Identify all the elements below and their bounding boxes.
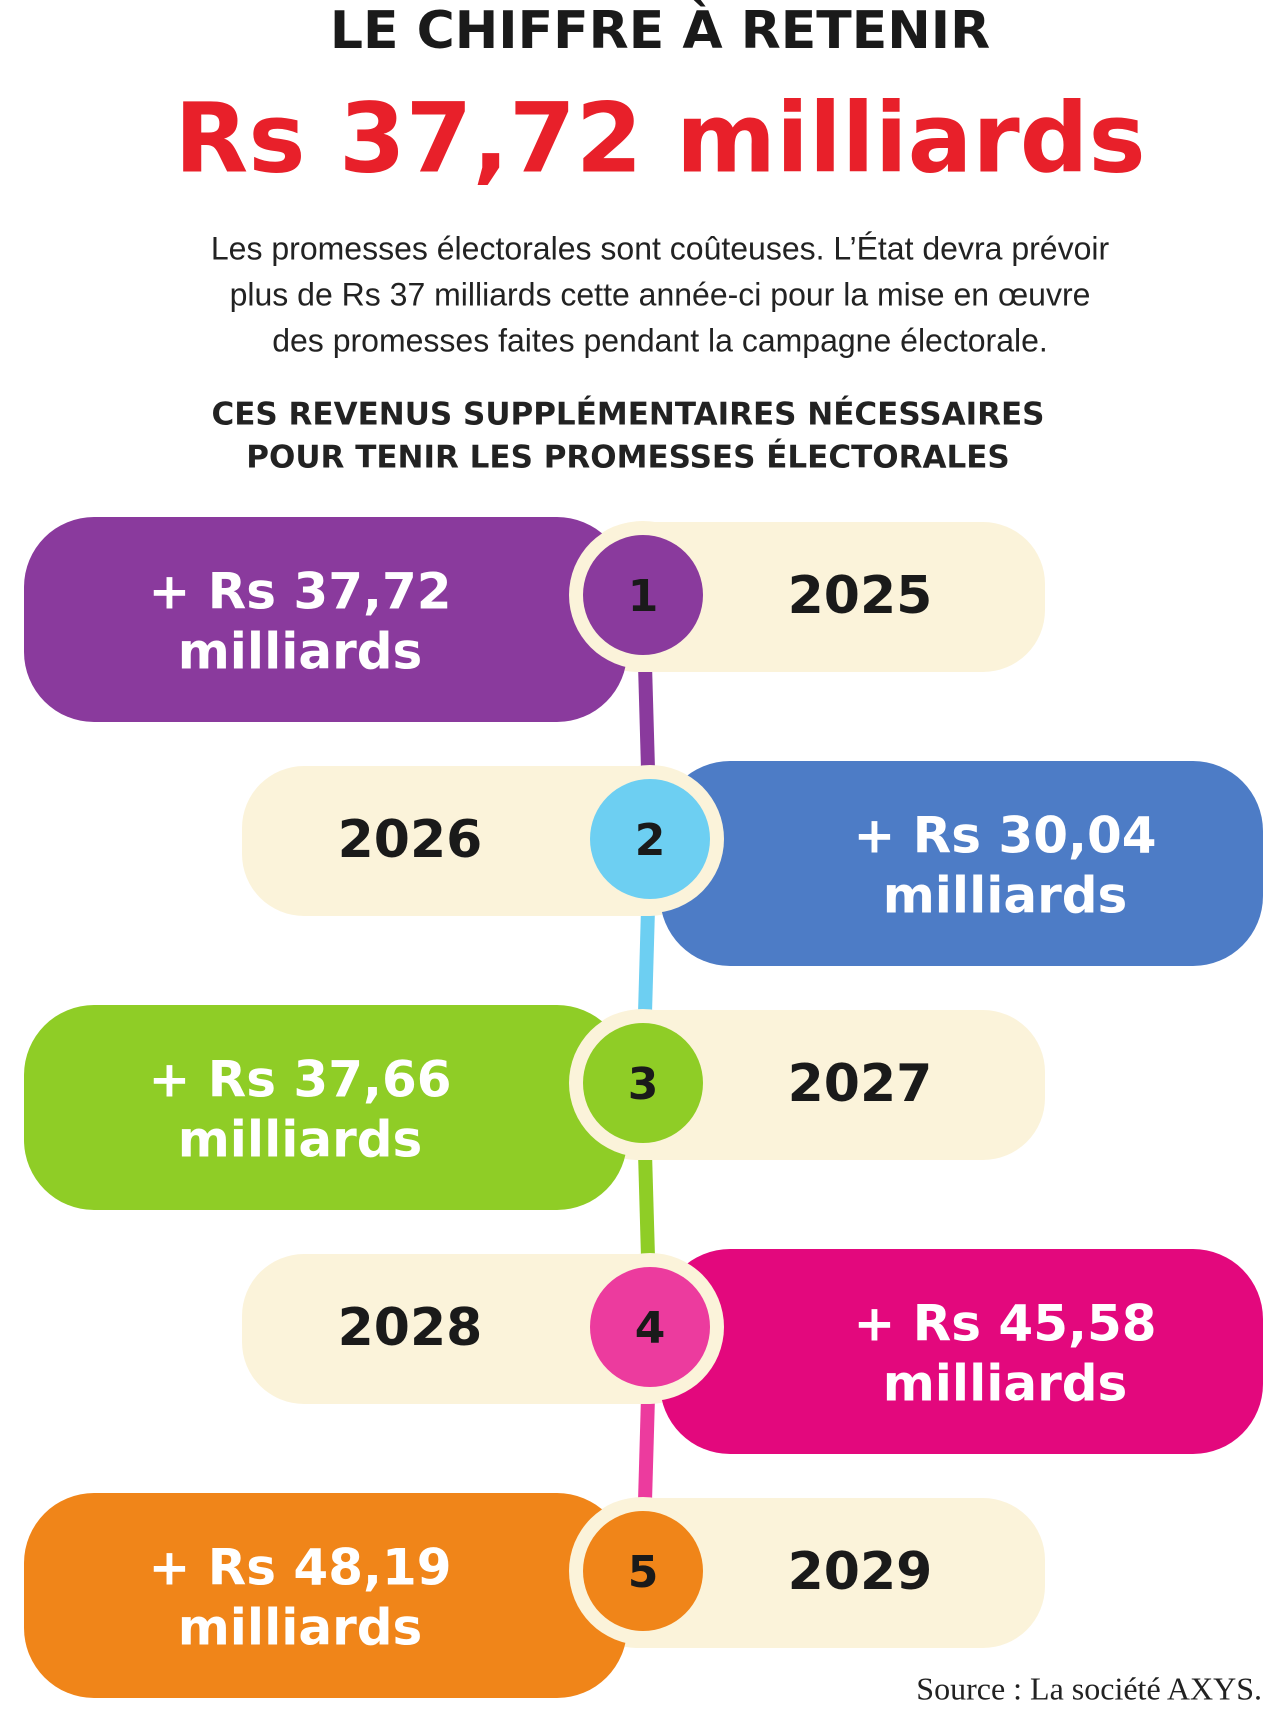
intro-line: plus de Rs 37 milliards cette année-ci p… — [230, 276, 1091, 312]
amount-unit: milliards — [178, 1111, 423, 1169]
number: 5 — [628, 1547, 659, 1598]
section-title: POUR TENIR LES PROMESSES ÉLECTORALES — [246, 440, 1009, 476]
amount-pill — [660, 761, 1263, 966]
amount-pill — [24, 1005, 627, 1210]
section-title: CES REVENUS SUPPLÉMENTAIRES NÉCESSAIRES — [212, 397, 1045, 433]
amount: + Rs 37,66 — [148, 1051, 451, 1109]
year: 2026 — [338, 810, 483, 870]
amount: + Rs 45,58 — [853, 1295, 1156, 1353]
amount-unit: milliards — [178, 623, 423, 681]
number-circle — [583, 1511, 703, 1631]
year: 2028 — [338, 1298, 483, 1358]
amount-unit: milliards — [883, 867, 1128, 925]
amount-unit: milliards — [883, 1355, 1128, 1413]
number: 1 — [628, 571, 659, 622]
amount-pill — [24, 517, 627, 722]
number: 2 — [635, 815, 666, 866]
amount: + Rs 30,04 — [853, 807, 1156, 865]
number-circle — [583, 535, 703, 655]
number-circle — [590, 1267, 710, 1387]
amount: + Rs 48,19 — [148, 1539, 451, 1597]
kicker: LE CHIFFRE À RETENIR — [330, 0, 990, 61]
year: 2027 — [788, 1054, 933, 1114]
amount: + Rs 37,72 — [148, 563, 451, 621]
intro-line: Les promesses électorales sont coûteuses… — [211, 230, 1110, 266]
intro-line: des promesses faites pendant la campagne… — [272, 322, 1048, 358]
amount-pill — [24, 1493, 627, 1698]
number-circle — [583, 1023, 703, 1143]
number: 3 — [628, 1059, 659, 1110]
year: 2029 — [788, 1542, 933, 1602]
number: 4 — [635, 1303, 666, 1354]
amount-pill — [660, 1249, 1263, 1454]
year: 2025 — [788, 566, 933, 626]
number-circle — [590, 779, 710, 899]
amount-unit: milliards — [178, 1599, 423, 1657]
headline: Rs 37,72 milliards — [174, 82, 1145, 194]
source: Source : La société AXYS. — [916, 1670, 1262, 1706]
